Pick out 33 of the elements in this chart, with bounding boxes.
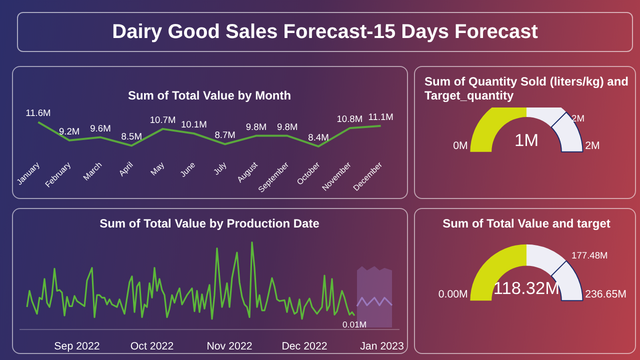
data-label: 9.6M [90,123,111,134]
data-label: 9.2M [58,126,80,136]
text: 0.00M [438,288,468,301]
data-label: 9.8M [246,122,267,132]
chart-title: Sum of Total Value by Production Date [100,216,320,230]
text: 2M [585,140,600,152]
x-tick-label: Sep 2022 [54,340,100,352]
data-label: 9.8M [277,122,298,132]
text: 0M [453,140,468,152]
chart-title: Sum of Total Value and target [442,216,610,230]
data-label: 8.7M [214,130,236,140]
chart-title: Sum of Total Value by Month [128,88,292,102]
data-label: 8.5M [121,132,142,142]
data-label: 10.1M [180,119,207,130]
data-label: 10.7M [150,114,176,125]
text: 236.65M [585,288,627,301]
text: Dairy Good Sales Forecast-15 Days Forecast [112,20,538,45]
x-tick-label: Nov 2022 [206,340,252,352]
x-tick-label: Jan 2023 [360,340,404,352]
text: 1M [514,130,539,150]
text: 118.32M [493,278,560,298]
x-tick-label: Dec 2022 [282,340,328,352]
x-tick-label: May [148,160,166,178]
annotation: 0.01M [342,320,367,330]
text: 2M [572,114,584,124]
text: 177.48M [572,250,608,261]
x-tick-label: Oct 2022 [130,340,174,352]
data-label: 10.8M [336,114,363,124]
x-tick-label: July [212,160,228,177]
chart-title: Sum of Quantity Sold (liters/kg) and Target_quantity [424,74,629,102]
data-label: 11.1M [368,112,394,122]
data-label: 11.6M [26,108,51,118]
data-label: 8.4M [308,132,329,142]
